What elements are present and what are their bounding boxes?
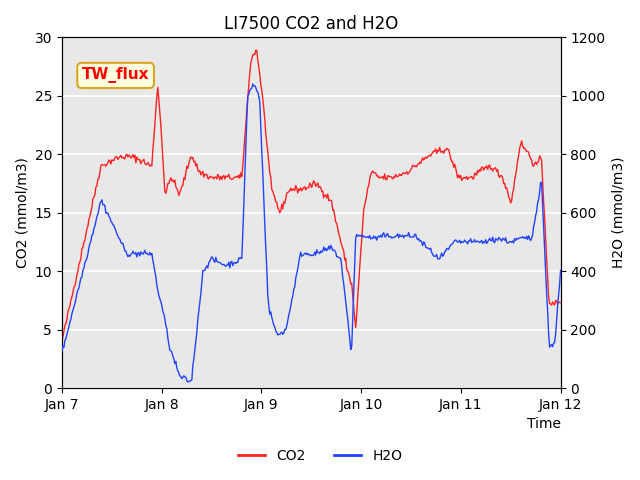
Y-axis label: H2O (mmol/m3): H2O (mmol/m3) <box>611 157 625 268</box>
Title: LI7500 CO2 and H2O: LI7500 CO2 and H2O <box>224 15 398 33</box>
X-axis label: Time: Time <box>527 418 561 432</box>
Y-axis label: CO2 (mmol/m3): CO2 (mmol/m3) <box>15 157 29 268</box>
Text: TW_flux: TW_flux <box>82 67 149 84</box>
Legend: CO2, H2O: CO2, H2O <box>232 443 408 468</box>
